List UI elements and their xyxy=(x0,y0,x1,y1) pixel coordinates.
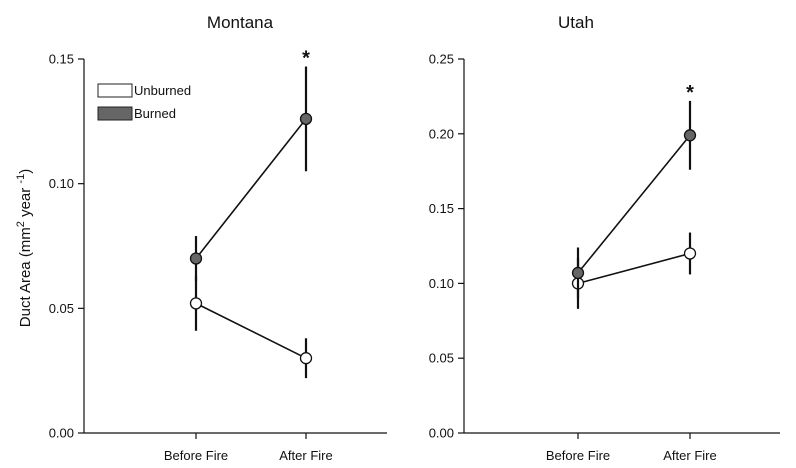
data-point-unburned xyxy=(683,247,697,260)
y-tick-label: 0.25 xyxy=(429,52,454,67)
series-line-unburned xyxy=(195,302,307,359)
data-point-burned xyxy=(571,266,585,280)
y-tick-label: 0.15 xyxy=(429,201,454,216)
y-tick-label: 0.20 xyxy=(429,126,454,141)
y-tick-label: 0.00 xyxy=(429,426,454,441)
y-tick-label: 0.10 xyxy=(429,276,454,291)
y-axis-label: Duct Area (mm2 year -1) xyxy=(15,169,34,327)
chart-panel-utah: Utah 0.00 0.05 0.10 0.15 0.20 0.25 Before Fire A… xyxy=(429,13,780,463)
significance-marker: * xyxy=(686,82,694,104)
series-line-unburned xyxy=(577,252,691,285)
series-line-burned xyxy=(577,134,691,274)
legend-swatch-burned xyxy=(97,106,133,121)
x-tick-label: After Fire xyxy=(663,448,716,463)
y-tick-label: 0.15 xyxy=(49,52,74,67)
chart-title: Montana xyxy=(207,13,274,32)
data-point-unburned xyxy=(189,297,203,310)
x-tick-label: Before Fire xyxy=(546,448,610,463)
series-line-burned xyxy=(195,118,307,259)
legend: Unburned Burned xyxy=(97,83,191,121)
y-tick-label: 0.10 xyxy=(49,176,74,191)
significance-marker: * xyxy=(302,47,310,69)
y-tick-label: 0.00 xyxy=(49,426,74,441)
legend-label-burned: Burned xyxy=(134,106,176,121)
chart-title: Utah xyxy=(558,13,594,32)
y-tick-label: 0.05 xyxy=(49,301,74,316)
legend-swatch-unburned xyxy=(97,83,133,98)
x-tick-label: After Fire xyxy=(279,448,332,463)
y-tick-label: 0.05 xyxy=(429,351,454,366)
data-point-unburned xyxy=(299,352,313,365)
data-point-burned xyxy=(683,129,697,142)
chart-panel-montana: Montana 0.00 0.05 0.10 0.15 Before Fire After … xyxy=(49,13,387,463)
x-tick-label: Before Fire xyxy=(164,448,228,463)
legend-label-unburned: Unburned xyxy=(134,83,191,98)
data-point-burned xyxy=(299,112,313,125)
data-point-burned xyxy=(189,252,203,265)
